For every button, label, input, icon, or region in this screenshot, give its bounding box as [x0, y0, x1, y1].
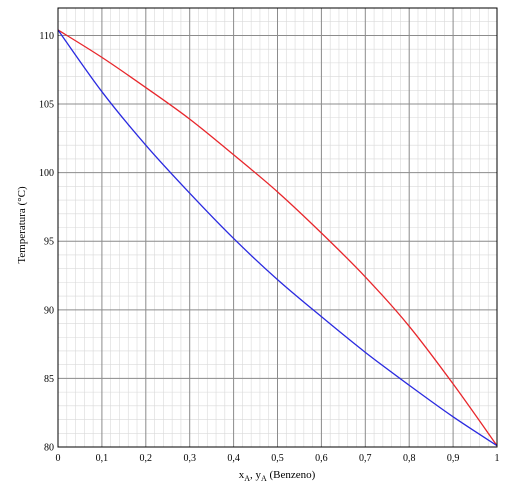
x-axis-label-tail: (Benzeno) — [267, 469, 316, 481]
y-tick-labels: 80 85 90 95 100 105 110 — [39, 31, 54, 454]
x-tick-label: 0,7 — [359, 453, 372, 464]
y-tick-label: 85 — [44, 374, 54, 385]
x-tick-label: 0,2 — [140, 453, 153, 464]
x-axis-label-sub-1: A — [244, 474, 250, 483]
bubble-point-curve — [57, 29, 498, 447]
plot-frame — [57, 7, 498, 448]
x-tick-label: 0 — [56, 453, 61, 464]
x-axis-label-sub-2: A — [261, 474, 267, 483]
series-layer — [57, 29, 498, 447]
y-axis-label: Temperatura (°C) — [16, 186, 28, 264]
y-tick-label: 100 — [39, 168, 54, 179]
x-tick-label: 1 — [495, 453, 500, 464]
x-tick-label: 0,5 — [271, 453, 284, 464]
x-axis-label-mid: , y — [250, 469, 262, 481]
y-tick-label: 105 — [39, 100, 54, 111]
x-tick-label: 0,4 — [227, 453, 240, 464]
y-tick-label: 80 — [44, 443, 54, 454]
x-axis-label-main: x — [239, 469, 245, 481]
x-tick-label: 0,9 — [447, 453, 460, 464]
y-tick-label: 90 — [44, 305, 54, 316]
x-tick-labels: 0 0,1 0,2 0,3 0,4 0,5 0,6 0,7 0,8 0,9 1 — [56, 453, 500, 464]
y-tick-label: 110 — [39, 31, 54, 42]
y-tick-label: 95 — [44, 237, 54, 248]
dew-point-curve — [57, 29, 498, 447]
x-tick-label: 0,6 — [315, 453, 328, 464]
x-axis-label: xA, yA (Benzeno) — [239, 469, 316, 483]
x-tick-label: 0,8 — [403, 453, 416, 464]
x-tick-label: 0,1 — [96, 453, 109, 464]
x-tick-label: 0,3 — [183, 453, 196, 464]
